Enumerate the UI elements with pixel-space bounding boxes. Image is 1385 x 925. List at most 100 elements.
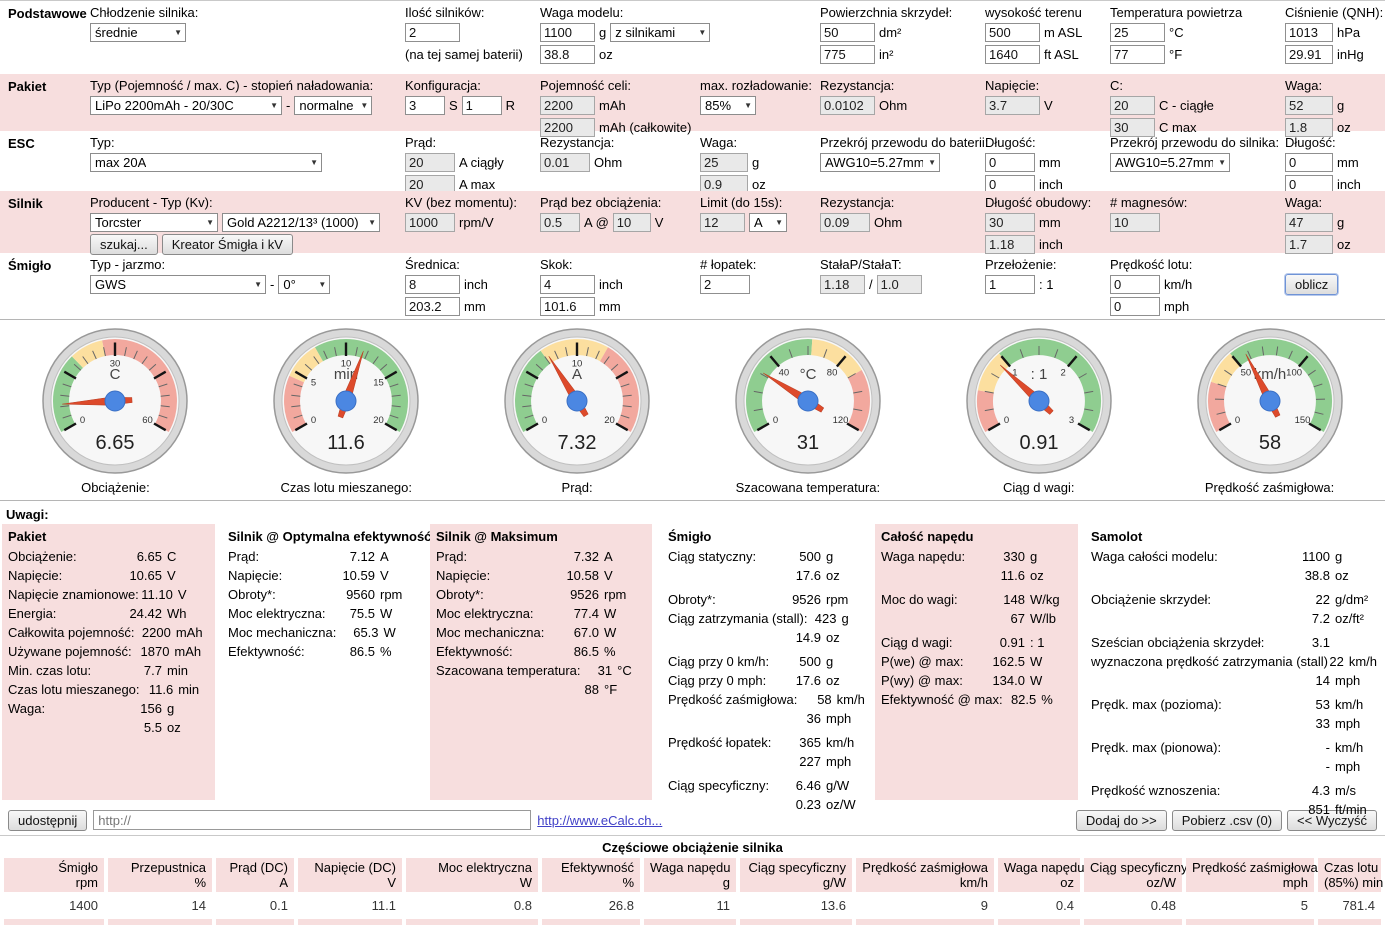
kreator-smig-a-i-kv-button[interactable]: Kreator Śmigła i kV: [162, 234, 293, 255]
powierzchnia-skrzyde-input-1[interactable]: [820, 45, 875, 64]
c-group: C:C - ciągłeC max: [1110, 77, 1214, 139]
waga-input[interactable]: [700, 153, 748, 172]
temperatura-powietrza-input-1[interactable]: [1110, 45, 1165, 64]
skok-input[interactable]: [540, 275, 595, 294]
field-line: in²: [820, 44, 952, 65]
temperatura-powietrza-input[interactable]: [1110, 23, 1165, 42]
powierzchnia-skrzyde-input[interactable]: [820, 23, 875, 42]
field-line: AWG10=5.27mm²▼: [820, 152, 988, 173]
note-label: Napięcie:: [436, 566, 553, 585]
sta-ap-sta-at-input[interactable]: [820, 275, 865, 294]
col-header-przepustnica: Przepustnica%: [108, 858, 212, 892]
field-line: inHg: [1285, 44, 1383, 65]
napiecie-input[interactable]: [985, 96, 1040, 115]
waga-input[interactable]: [1285, 96, 1333, 115]
c-input[interactable]: [1110, 96, 1155, 115]
select-value: Gold A2212/13³ (1000): [227, 215, 359, 230]
sta-ap-sta-at-input-1[interactable]: [877, 275, 922, 294]
predkosc-lotu-input[interactable]: [1110, 275, 1160, 294]
d-ugosc-obudowy-input-1[interactable]: [985, 235, 1035, 254]
note-label: [1091, 671, 1284, 690]
waga-input-1[interactable]: [1285, 235, 1333, 254]
waga-input[interactable]: [1285, 213, 1333, 232]
cisnienie-qnh-input-1[interactable]: [1285, 45, 1333, 64]
oblicz-button[interactable]: oblicz: [1285, 274, 1338, 295]
col-header-name: Ciąg specyficzny: [1090, 860, 1176, 875]
waga-group: Waga:goz: [700, 134, 766, 196]
kv-bez-momentu-input[interactable]: [405, 213, 455, 232]
field-line: oz: [540, 44, 710, 65]
table-row-truncated: [1318, 919, 1381, 925]
note-unit: C: [162, 547, 209, 566]
gauge-caption: Prędkość zaśmigłowa:: [1205, 480, 1334, 495]
note-label: [1091, 757, 1284, 776]
field-label: max. rozładowanie:: [700, 77, 812, 95]
predkosc-lotu-input-1[interactable]: [1110, 297, 1160, 316]
table-row-truncated: [998, 919, 1080, 925]
field-label: Typ:: [90, 134, 322, 152]
typ-pojemnosc-max-c-stopien-na-adowania-select-1[interactable]: normalne▼: [294, 96, 372, 115]
share-button[interactable]: udostępnij: [8, 810, 87, 831]
przekroj-przewodu-do-silnika-select[interactable]: AWG10=5.27mm²▼: [1110, 153, 1230, 172]
typ-jarzmo-select-1[interactable]: 0°▼: [278, 275, 330, 294]
note-value: 22: [1284, 590, 1330, 609]
d-ugosc-obudowy-input[interactable]: [985, 213, 1035, 232]
konfiguracja-input[interactable]: [405, 96, 445, 115]
rezystancja-input[interactable]: [820, 213, 870, 232]
srednica-input[interactable]: [405, 275, 460, 294]
rezystancja-input[interactable]: [540, 153, 590, 172]
przekroj-przewodu-do-baterii-select[interactable]: AWG10=5.27mm²▼: [820, 153, 940, 172]
field-label: Powierzchnia skrzydeł:: [820, 4, 952, 22]
prze-ozenie-input[interactable]: [985, 275, 1035, 294]
typ-jarzmo-select[interactable]: GWS▼: [90, 275, 266, 294]
waga-modelu-input-2[interactable]: [540, 45, 595, 64]
field-label: Waga:: [700, 134, 766, 152]
typ-select[interactable]: max 20A▼: [90, 153, 322, 172]
producent-typ-kv-select[interactable]: Torcster▼: [90, 213, 218, 232]
field-unit: Ohm: [879, 98, 907, 113]
prad-input[interactable]: [405, 153, 455, 172]
cisnienie-qnh-input[interactable]: [1285, 23, 1333, 42]
field-label: Pojemność celi:: [540, 77, 691, 95]
svg-text:0: 0: [80, 415, 85, 426]
ecalc-link[interactable]: http://www.eCalc.ch...: [537, 813, 662, 828]
note-unit: W: [1025, 652, 1072, 671]
predkosc-lotu-group: Prędkość lotu:km/hmph: [1110, 256, 1192, 318]
konfiguracja-input-1[interactable]: [462, 96, 502, 115]
typ-pojemnosc-max-c-stopien-na-adowania-select[interactable]: LiPo 2200mAh - 20/30C▼: [90, 96, 282, 115]
pojemnosc-celi-input[interactable]: [540, 96, 595, 115]
ch-odzenie-silnika-select[interactable]: średnie▼: [90, 23, 186, 42]
ilosc-silnikow-input[interactable]: [405, 23, 460, 42]
wysokosc-terenu-input-1[interactable]: [985, 45, 1040, 64]
share-url-input[interactable]: [93, 810, 531, 830]
field-unit: mm: [1039, 215, 1061, 230]
limit-do-15s-input[interactable]: [700, 213, 745, 232]
field-unit: mm: [1039, 155, 1061, 170]
rezystancja-input[interactable]: [820, 96, 875, 115]
max-roz-adowanie-select[interactable]: 85%▼: [700, 96, 756, 115]
d-ugosc-input[interactable]: [985, 153, 1035, 172]
opatek-input[interactable]: [700, 275, 750, 294]
d-ugosc-input[interactable]: [1285, 153, 1333, 172]
magnesow-input[interactable]: [1110, 213, 1160, 232]
skok-input-1[interactable]: [540, 297, 595, 316]
szukaj-button[interactable]: szukaj...: [90, 234, 158, 255]
waga-modelu-input[interactable]: [540, 23, 595, 42]
note-value: 2200: [134, 623, 170, 642]
waga-modelu-select-1[interactable]: z silnikami▼: [610, 23, 710, 42]
field-unit: °F: [1169, 47, 1182, 62]
note-value: 58: [797, 690, 831, 709]
limit-do-15s-select-1[interactable]: A▼: [749, 213, 787, 232]
producent-typ-kv-select-1[interactable]: Gold A2212/13³ (1000)▼: [222, 213, 380, 232]
prad-bez-obciazenia-input[interactable]: [540, 213, 580, 232]
srednica-input-1[interactable]: [405, 297, 460, 316]
wysokosc-terenu-input[interactable]: [985, 23, 1040, 42]
field-line: Ohm: [540, 152, 622, 173]
field-line: rpm/V: [405, 212, 517, 233]
field-line: max 20A▼: [90, 152, 322, 173]
prad-bez-obciazenia-input-1[interactable]: [613, 213, 651, 232]
